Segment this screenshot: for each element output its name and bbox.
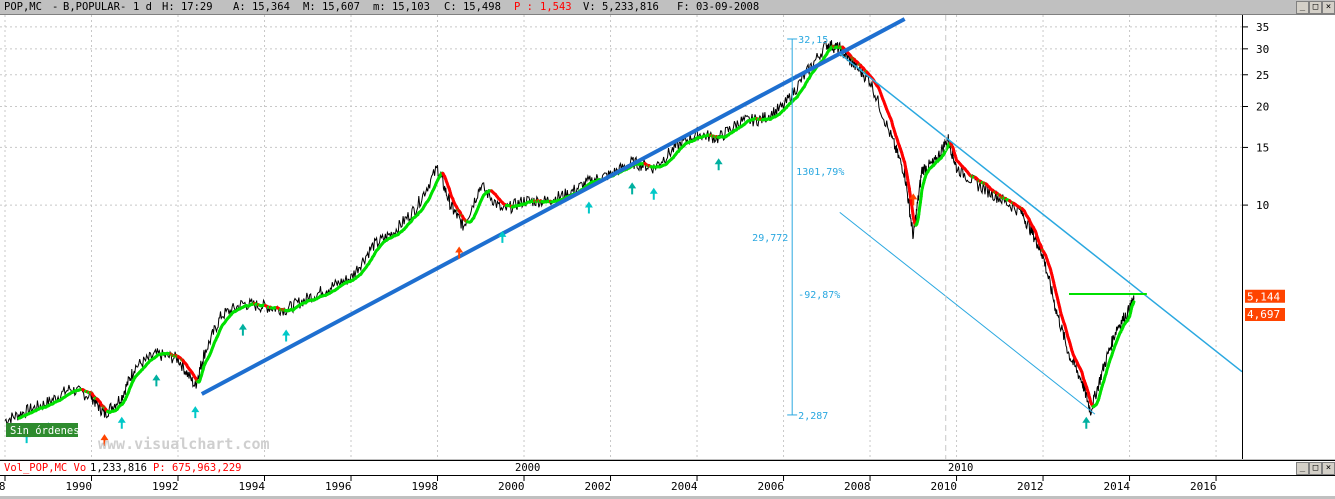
last-price-label: 5,144 (1247, 291, 1280, 304)
date: F: 03-09-2008 (677, 1, 759, 13)
time-axis-svg: 1988 1990 1992 1994 1996 1998 2000 2002 2004 2006… (0, 476, 1335, 496)
close-price: C: 15,498 (444, 1, 501, 13)
symbol: POP,MC (4, 1, 42, 13)
signal-arrow-icon (585, 202, 593, 214)
x-tick-label: 1990 (66, 480, 93, 493)
signal-arrow-icon (628, 182, 636, 194)
x-tick-label: 1996 (325, 480, 352, 493)
orders-label: Sin órdenes (10, 425, 80, 437)
signal-arrow-icon (152, 374, 160, 386)
x-tick-label: 2008 (844, 480, 871, 493)
volume-p: P: 675,963,229 (153, 462, 242, 474)
volume-year-2000: 2000 (515, 462, 540, 474)
measure-label: 32,15 (798, 35, 828, 46)
x-tick-label: 1992 (152, 480, 179, 493)
high-price: M: 15,607 (303, 1, 360, 13)
close-icon[interactable]: × (1322, 462, 1335, 475)
x-tick-label: 2006 (758, 480, 785, 493)
x-tick-label: 1994 (239, 480, 266, 493)
volume: V: 5,233,816 (583, 1, 659, 13)
period: 1 d (133, 1, 152, 13)
measure-label: 2,287 (798, 411, 828, 422)
instrument-name: B,POPULAR (63, 1, 120, 13)
y-tick-label: 10 (1256, 199, 1269, 212)
maximize-icon[interactable]: □ (1309, 462, 1322, 475)
visualchart-logo: www.visualchart.com (98, 435, 270, 453)
time-axis: 1988 1990 1992 1994 1996 1998 2000 2002 2004 2006… (0, 475, 1335, 496)
volume-bar: Vol_POP,MC Vo 1,233,816 P: 675,963,229 2… (0, 460, 1335, 475)
prev-price-label: 4,697 (1247, 308, 1280, 321)
title-bar: POP,MC - B,POPULAR - 1 d H: 17:29 A: 15,… (0, 0, 1335, 15)
channel-upper (840, 54, 1242, 372)
signal-arrow-icon (239, 324, 247, 336)
x-tick-label: 2012 (1017, 480, 1044, 493)
close-icon[interactable]: × (1322, 1, 1335, 14)
y-tick-label: 25 (1256, 69, 1269, 82)
maximize-icon[interactable]: □ (1309, 1, 1322, 14)
price-chart[interactable]: 32,15 1301,79% 29,772 -92,87% 2,287 Sin órden… (0, 15, 1242, 459)
volume-year-2010: 2010 (948, 462, 973, 474)
price-line (5, 40, 1134, 424)
price-chart-svg: 32,15 1301,79% 29,772 -92,87% 2,287 Sin órden… (0, 15, 1242, 459)
x-tick-label: 1988 (0, 480, 6, 493)
minimize-icon[interactable]: _ (1296, 1, 1309, 14)
x-tick-label: 2014 (1104, 480, 1131, 493)
minimize-icon[interactable]: _ (1296, 462, 1309, 475)
signal-arrow-icon (118, 417, 126, 429)
price-axis: 35 30 25 20 15 10 5,144 4,697 (1242, 15, 1335, 459)
y-tick-label: 30 (1256, 43, 1269, 56)
x-tick-label: 2010 (931, 480, 958, 493)
measure-label: 29,772 (752, 233, 788, 244)
open-price: A: 15,364 (233, 1, 290, 13)
change-label: P : (514, 1, 533, 13)
time: H: 17:29 (162, 1, 213, 13)
low-price: m: 15,103 (373, 1, 430, 13)
signal-arrow-icon (1082, 417, 1090, 429)
measure-label: 1301,79% (796, 167, 844, 178)
signal-arrow-icon (650, 188, 658, 200)
y-tick-label: 15 (1256, 141, 1269, 154)
y-tick-label: 35 (1256, 21, 1269, 34)
x-tick-label: 2016 (1190, 480, 1217, 493)
volume-label: Vol_POP,MC Vo (4, 462, 86, 474)
volume-value: 1,233,816 (90, 462, 147, 474)
y-tick-label: 20 (1256, 101, 1269, 114)
x-tick-label: 2000 (498, 480, 525, 493)
measure-label: -92,87% (798, 290, 840, 301)
x-tick-label: 1998 (412, 480, 439, 493)
signal-arrow-icon (282, 329, 290, 341)
signal-arrow-icon (191, 406, 199, 418)
trendline (202, 19, 905, 394)
change-value: 1,543 (540, 1, 572, 13)
price-axis-svg: 35 30 25 20 15 10 5,144 4,697 (1243, 15, 1335, 459)
x-tick-label: 2004 (671, 480, 698, 493)
x-tick-label: 2002 (585, 480, 612, 493)
signal-arrow-icon (715, 158, 723, 170)
